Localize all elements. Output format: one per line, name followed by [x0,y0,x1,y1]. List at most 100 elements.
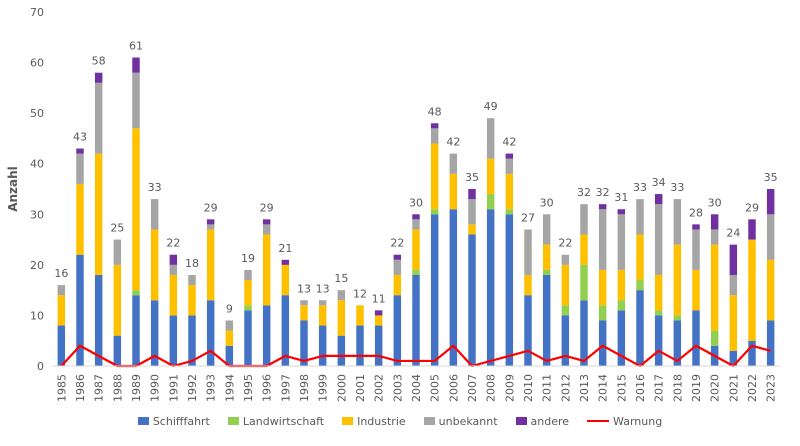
total-label: 29 [260,201,274,214]
bar-segment [132,290,140,296]
x-tick-label: 1994 [223,374,236,402]
x-tick-label: 1989 [130,374,143,402]
bar-segment [393,274,402,296]
bar-segment [94,72,103,83]
bar-segment [654,310,663,316]
total-label: 33 [148,181,162,194]
bar-segment [94,274,103,366]
bar-segment [542,274,551,366]
bar-segment [748,340,756,366]
bar-segment [654,274,663,311]
bar-segment [132,295,140,366]
bar-segment [617,300,626,311]
warning-line [60,344,771,368]
total-label: 43 [73,131,87,144]
x-tick-label: 2019 [690,374,703,402]
total-label: 34 [652,176,666,189]
legend-item: Schifffahrt [137,415,210,428]
bar-segment [300,320,308,366]
bar-segment [580,264,588,301]
x-tick-label: 1997 [279,374,292,402]
bar-segment [542,214,551,245]
bar-segment [636,234,644,281]
bar-segment [337,300,346,336]
bar-segment [206,224,215,230]
total-label: 29 [745,201,759,214]
bar-segment [710,229,719,245]
x-tick-label: 2007 [466,374,479,402]
y-tick-label: 20 [30,259,44,272]
x-tick-label: 2006 [447,374,460,402]
bar-segment [729,244,738,275]
bar-segment [169,254,178,265]
bar-segment [673,320,682,366]
bar-segment [692,229,700,270]
total-label: 42 [502,136,516,149]
bar-segment [76,183,84,255]
bar-segment [76,153,84,184]
bar-segment [561,315,570,366]
total-label: 21 [278,242,292,255]
bar-segment [710,214,719,230]
bar-segment [94,153,103,275]
bar-segment [412,229,420,270]
total-label: 12 [353,287,367,300]
bar-segment [57,325,66,366]
bar-segment [169,315,178,366]
bar-segment [561,254,570,265]
bar-segment [729,350,738,366]
x-tick-label: 2010 [522,374,535,402]
bar-segment [393,259,402,275]
legend-label: Industrie [357,414,406,428]
bar-segment [188,274,196,286]
x-tick-label: 1998 [298,374,311,402]
bar-segment [598,204,607,210]
bar-segment [374,325,383,366]
x-tick-label: 2001 [354,374,367,402]
legend-line-swatch [587,420,610,422]
bar-segment [318,300,327,306]
y-tick-label: 50 [30,107,44,120]
total-label: 22 [166,237,180,250]
bar-segment [505,173,514,210]
total-label: 58 [92,55,106,68]
bar-segment [524,274,532,296]
x-tick-label: 2016 [634,374,647,402]
bar-segment [262,305,271,366]
x-tick-label: 1985 [55,374,68,402]
bar-segment [598,320,607,366]
bar-segment [412,269,420,275]
bar-segment [132,57,140,73]
total-label: 48 [428,105,442,118]
bar-segment [710,244,719,331]
x-tick-label: 2012 [559,374,572,402]
bar-segment [113,335,122,366]
y-tick-label: 0 [37,360,44,373]
bar-segment [468,189,476,200]
bar-segment [374,315,383,326]
bar-segment [150,199,159,230]
bar-segment [468,199,476,225]
bar-segment [692,310,700,366]
bar-segment [244,280,252,306]
bar-segment [486,194,495,210]
bar-segment [505,214,514,366]
y-axis-label-group: Anzahl [6,166,20,212]
bar-segment [524,229,532,275]
x-tick-label: 1991 [167,374,180,402]
total-label: 61 [129,40,143,53]
total-label: 33 [670,181,684,194]
bar-segment [766,214,775,260]
legend-label: andere [530,414,570,428]
bar-segment [262,219,271,225]
x-tick-label: 2022 [746,374,759,402]
bar-segment [449,153,458,174]
legend-swatch [515,417,527,425]
legend-swatch [227,417,239,425]
bar-segment [617,209,626,215]
bar-segment [636,290,644,366]
bar-segment [580,234,588,265]
bar-segment [57,295,66,326]
total-label: 15 [334,272,348,285]
